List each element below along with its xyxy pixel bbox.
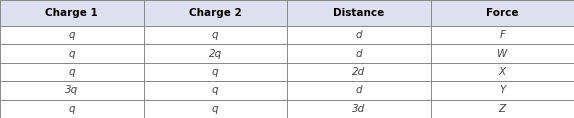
Bar — [144, 100, 287, 118]
Text: d: d — [355, 49, 362, 59]
Text: 3q: 3q — [65, 85, 79, 95]
Bar — [430, 26, 574, 44]
Text: q: q — [68, 30, 75, 40]
Bar — [144, 63, 287, 81]
Bar — [287, 63, 430, 81]
Text: 2q: 2q — [208, 49, 222, 59]
Bar — [0, 100, 144, 118]
Bar — [287, 100, 430, 118]
Bar — [0, 26, 144, 44]
Text: q: q — [212, 104, 219, 114]
Text: q: q — [212, 85, 219, 95]
Text: 2d: 2d — [352, 67, 366, 77]
Text: Y: Y — [499, 85, 506, 95]
Text: W: W — [497, 49, 507, 59]
Text: q: q — [68, 49, 75, 59]
Bar — [144, 0, 287, 26]
Text: d: d — [355, 85, 362, 95]
Bar — [0, 0, 144, 26]
Text: Z: Z — [499, 104, 506, 114]
Text: F: F — [499, 30, 505, 40]
Text: q: q — [212, 67, 219, 77]
Bar — [144, 44, 287, 63]
Bar — [0, 81, 144, 100]
Text: q: q — [212, 30, 219, 40]
Text: q: q — [68, 104, 75, 114]
Bar — [430, 81, 574, 100]
Bar — [0, 63, 144, 81]
Text: Distance: Distance — [333, 8, 385, 18]
Bar — [287, 44, 430, 63]
Bar — [430, 44, 574, 63]
Bar — [430, 100, 574, 118]
Text: Charge 1: Charge 1 — [45, 8, 98, 18]
Text: q: q — [68, 67, 75, 77]
Bar — [287, 26, 430, 44]
Text: X: X — [499, 67, 506, 77]
Bar — [144, 81, 287, 100]
Text: d: d — [355, 30, 362, 40]
Text: Charge 2: Charge 2 — [189, 8, 242, 18]
Bar — [144, 26, 287, 44]
Bar — [287, 81, 430, 100]
Bar — [0, 44, 144, 63]
Bar — [430, 63, 574, 81]
Text: Force: Force — [486, 8, 518, 18]
Bar — [287, 0, 430, 26]
Text: 3d: 3d — [352, 104, 366, 114]
Bar — [430, 0, 574, 26]
